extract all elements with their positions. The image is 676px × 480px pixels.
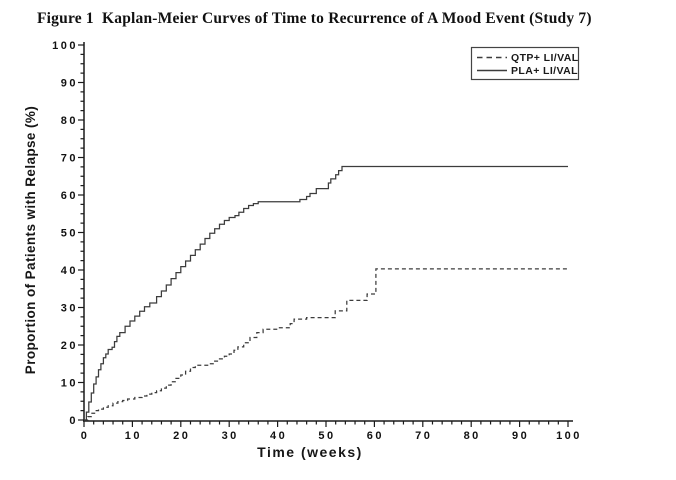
x-tick-label: 60 (367, 430, 384, 442)
legend-label-qtp-li-val: QTP+ LI/VAL (511, 52, 579, 64)
legend-item-qtp-li-val: QTP+ LI/VAL (477, 52, 579, 64)
y-tick-label: 0 (69, 415, 78, 427)
y-tick-label: 10 (61, 378, 78, 390)
y-tick-label: 30 (61, 303, 78, 315)
x-tick-label: 100 (556, 430, 582, 442)
x-tick-label: 50 (318, 430, 335, 442)
legend-label-pla-li-val: PLA+ LI/VAL (511, 65, 578, 77)
x-tick-label: 0 (81, 430, 90, 442)
y-tick-label: 70 (61, 153, 78, 165)
figure-title: Figure 1 Kaplan-Meier Curves of Time to … (37, 10, 592, 27)
x-tick-label: 80 (464, 430, 481, 442)
y-tick-label: 60 (61, 190, 78, 202)
y-axis-label: Proportion of Patients with Relapse (%) (23, 105, 38, 375)
y-tick-label: 20 (61, 340, 78, 352)
y-tick-label: 90 (61, 78, 78, 90)
legend-box (470, 46, 580, 81)
x-tick-label: 90 (512, 430, 529, 442)
curve-qtp-li-val (84, 268, 568, 421)
x-tick-label: 30 (222, 430, 239, 442)
x-tick-label: 70 (415, 430, 432, 442)
x-tick-label: 40 (270, 430, 287, 442)
x-axis-label: Time (weeks) (257, 444, 363, 460)
x-tick-label: 10 (125, 430, 142, 442)
x-tick-label: 20 (173, 430, 190, 442)
legend-item-pla-li-val: PLA+ LI/VAL (477, 65, 578, 77)
y-tick-label: 100 (52, 40, 78, 52)
y-tick-label: 50 (61, 228, 78, 240)
y-tick-label: 40 (61, 265, 78, 277)
y-tick-label: 80 (61, 115, 78, 127)
curve-pla-li-val (84, 165, 568, 421)
